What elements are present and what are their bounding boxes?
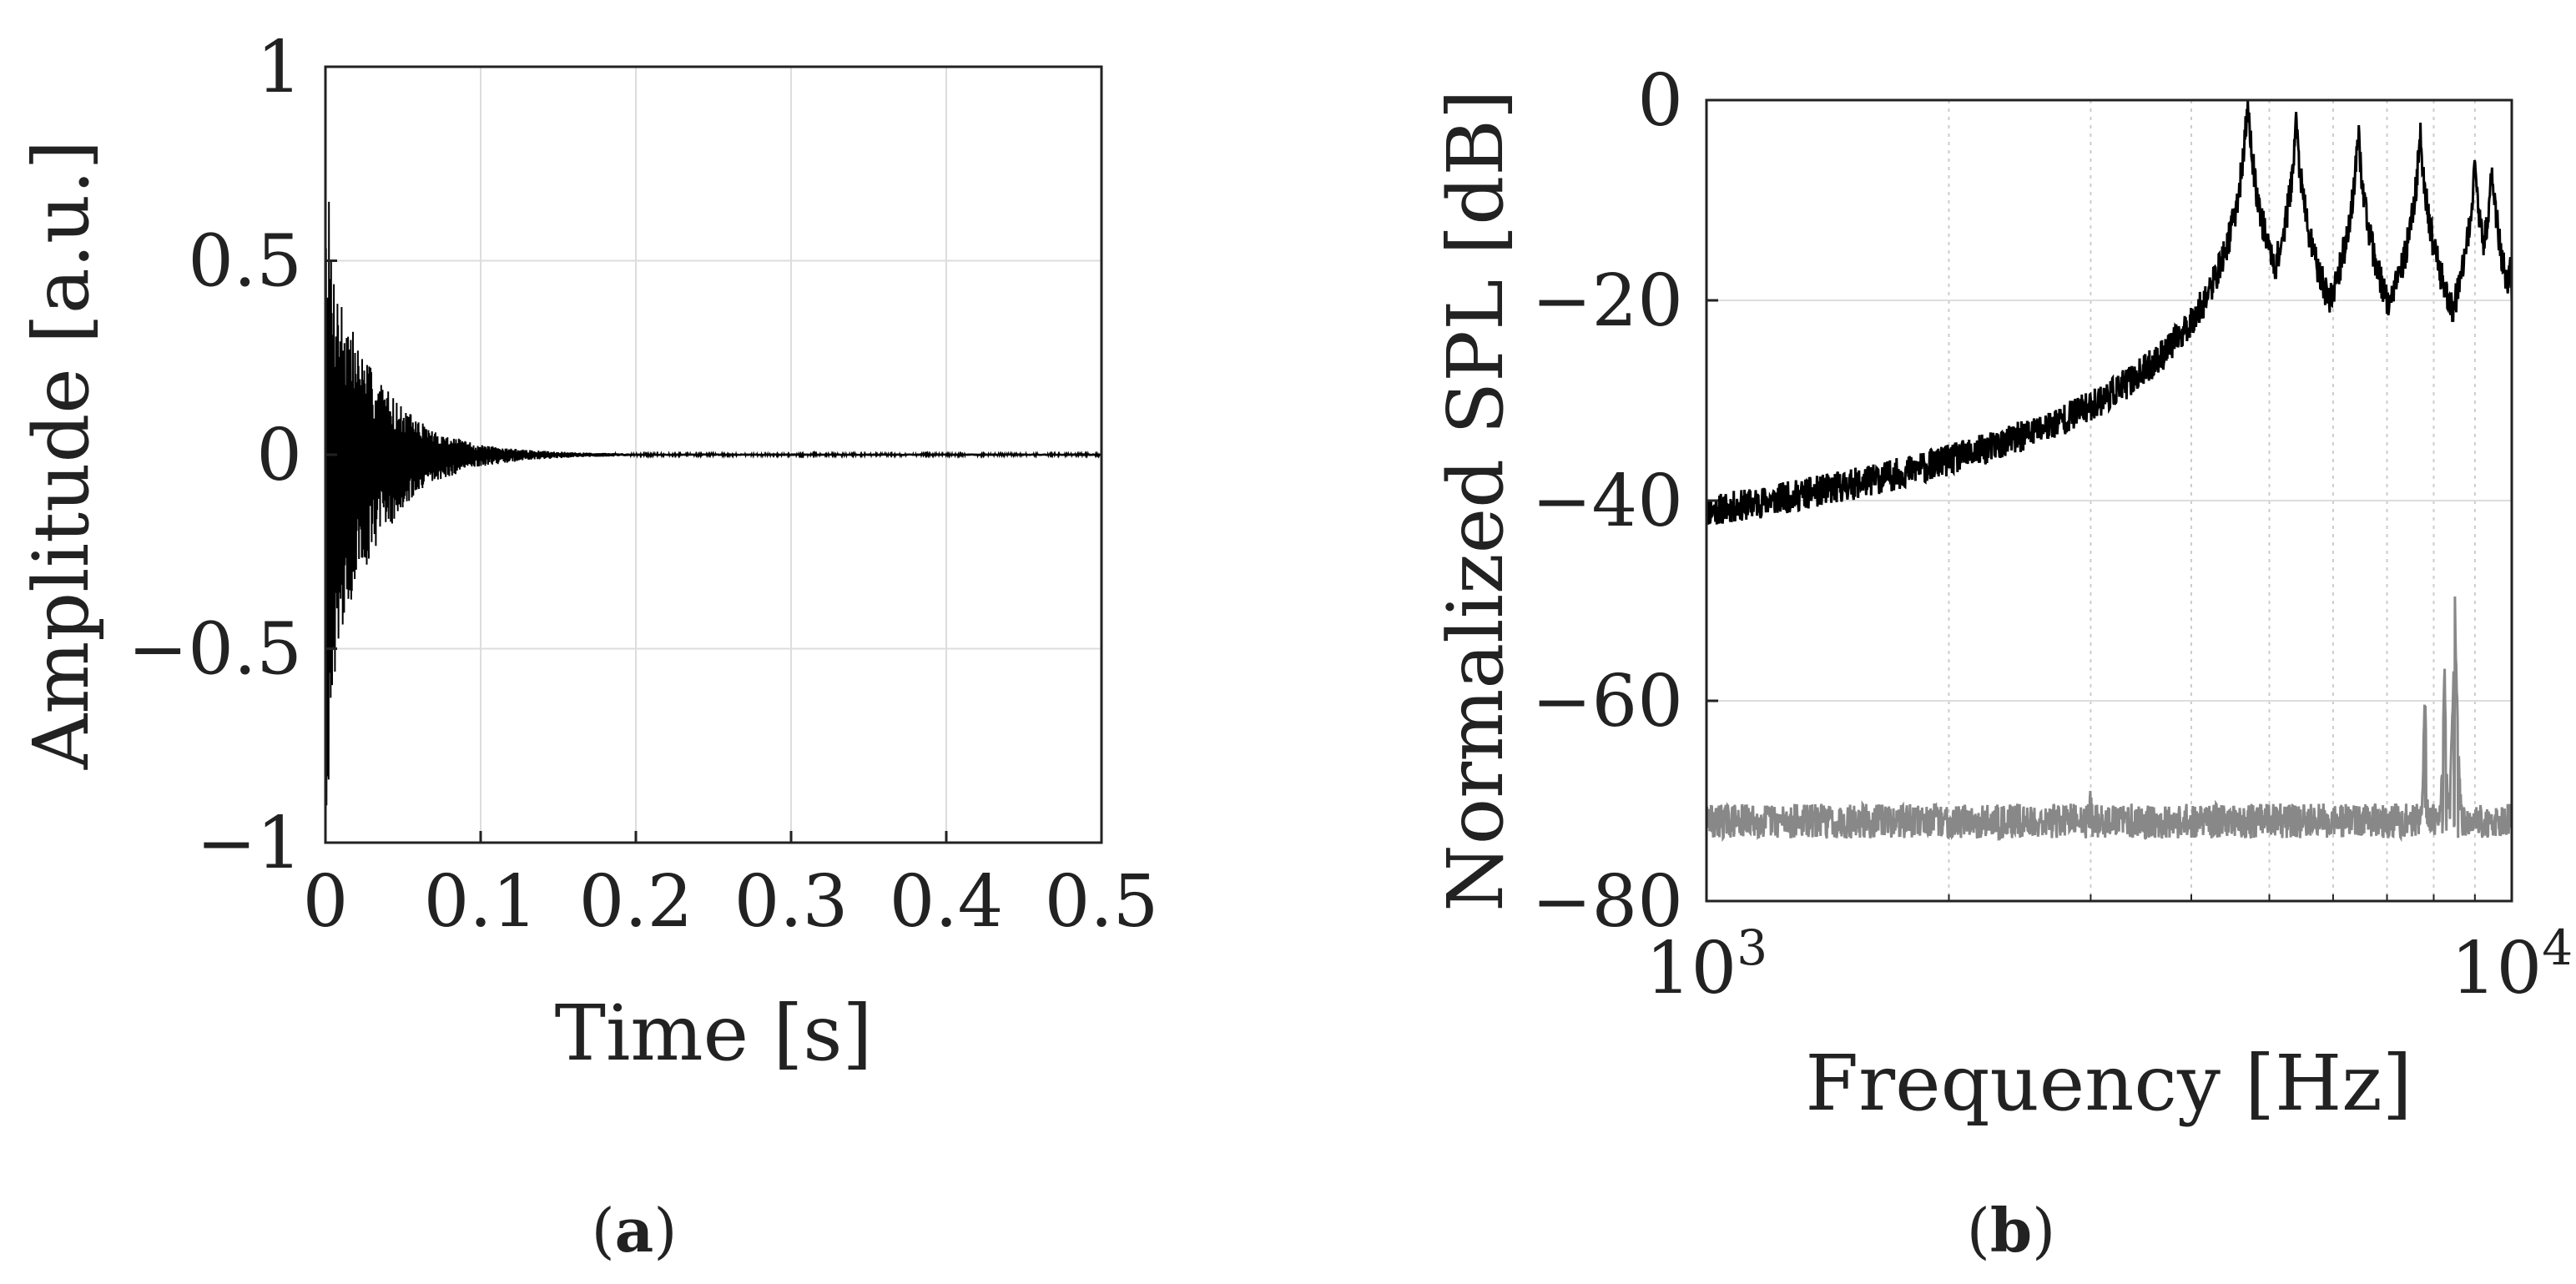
panel-a-x-tick-label: 0.3 bbox=[734, 860, 849, 944]
panel-a-x-tick-label: 0.1 bbox=[424, 860, 538, 944]
panel-a-x-ticks: 0 0.1 0.2 0.3 0.4 0.5 bbox=[303, 831, 1159, 944]
panel-a-y-tick-label: −0.5 bbox=[128, 608, 302, 692]
panel-b-x-label: Frequency [Hz] bbox=[1805, 1039, 2412, 1128]
panel-a-x-tick-label: 0 bbox=[303, 860, 349, 944]
panel-b-grid bbox=[1706, 100, 2512, 901]
panel-a-y-tick-label: 0 bbox=[256, 414, 302, 497]
panel-b-x-ticks: 103 104 bbox=[1646, 894, 2573, 1010]
panel-a-y-tick-label: 0.5 bbox=[188, 220, 302, 304]
panel-a-y-tick-label: −1 bbox=[196, 802, 302, 885]
panel-a-x-tick-label: 0.4 bbox=[890, 860, 1004, 944]
panel-b-caption: (b) bbox=[1967, 1195, 2056, 1266]
panel-b-y-ticks: 0 −20 −40 −60 −80 bbox=[1532, 59, 1718, 944]
panel-b-black-spectrum-line bbox=[1705, 99, 2513, 525]
panel-b-y-tick-label: 0 bbox=[1637, 59, 1683, 143]
panel-a-x-tick-label: 0.2 bbox=[579, 860, 693, 944]
panel-a-y-ticks: 1 0.5 0 −0.5 −1 bbox=[128, 26, 337, 885]
panel-b-y-tick-label: −60 bbox=[1532, 660, 1684, 743]
panel-b-y-label: Normalized SPL [dB] bbox=[1431, 89, 1520, 911]
panel-b-x-tick-label: 104 bbox=[2451, 919, 2573, 1010]
panel-b-x-tick-label: 103 bbox=[1646, 919, 1767, 1010]
panel-a-x-label: Time [s] bbox=[555, 989, 873, 1078]
panel-a-x-tick-label: 0.5 bbox=[1045, 860, 1159, 944]
panel-b-y-tick-label: −40 bbox=[1532, 460, 1684, 543]
panel-a-time-signal: 0 0.1 0.2 0.3 0.4 0.5 1 0.5 0 −0.5 −1 Time [s] Am… bbox=[17, 26, 1158, 1266]
panel-b-y-tick-label: −20 bbox=[1532, 259, 1684, 343]
panel-a-signal-line bbox=[325, 201, 1102, 815]
panel-a-y-tick-label: 1 bbox=[256, 26, 302, 109]
panel-b-y-tick-label: −80 bbox=[1532, 860, 1684, 944]
panel-b-spectrum: 103 104 0 −20 −40 −60 −80 Frequency [Hz] Norm… bbox=[1431, 59, 2573, 1266]
panel-a-caption: (a) bbox=[592, 1195, 678, 1266]
panel-a-y-label: Amplitude [a.u.] bbox=[17, 140, 106, 771]
panel-b-gray-spectrum-line bbox=[1705, 596, 2513, 843]
